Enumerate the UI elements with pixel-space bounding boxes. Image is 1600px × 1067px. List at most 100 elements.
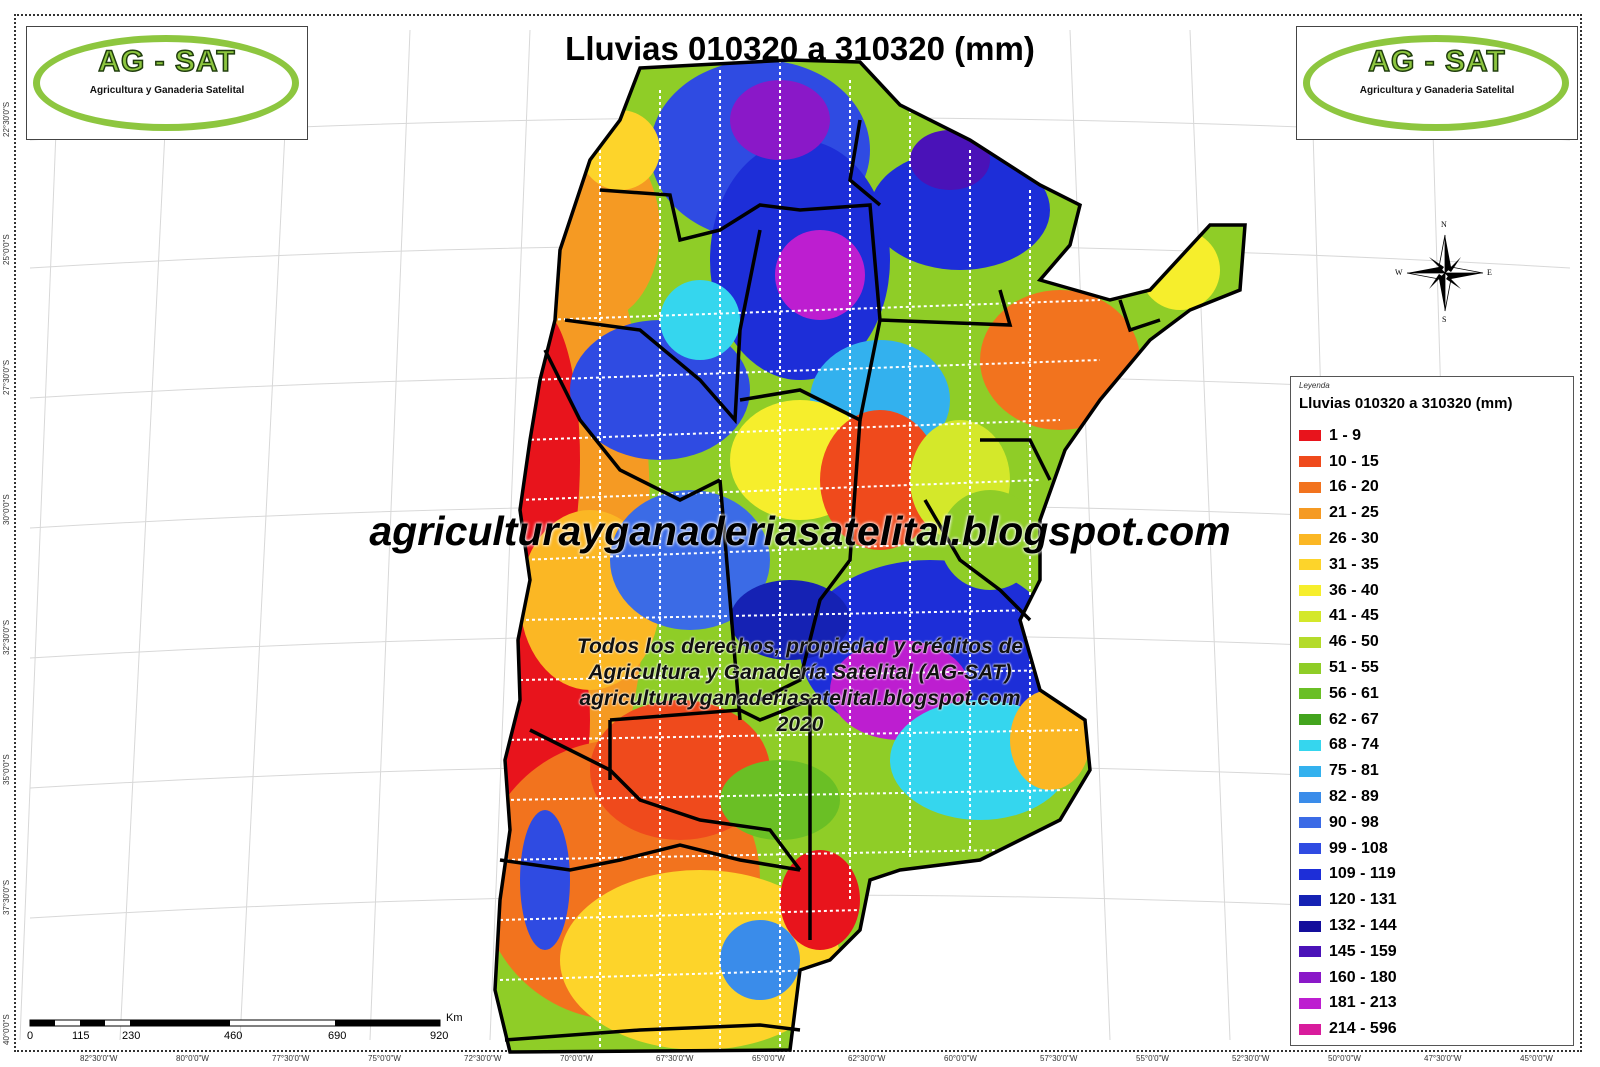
legend-swatch bbox=[1299, 843, 1321, 855]
legend-item: 82 - 89 bbox=[1299, 784, 1397, 810]
scale-bar bbox=[29, 1019, 441, 1027]
longitude-label: 75°0'0"W bbox=[368, 1054, 401, 1063]
longitude-label: 57°30'0"W bbox=[1040, 1054, 1078, 1063]
legend-item: 160 - 180 bbox=[1299, 965, 1397, 991]
province-boundaries bbox=[493, 58, 1247, 1054]
legend-header: Leyenda bbox=[1299, 381, 1330, 390]
longitude-label: 55°0'0"W bbox=[1136, 1054, 1169, 1063]
legend-item: 145 - 159 bbox=[1299, 939, 1397, 965]
legend-label: 46 - 50 bbox=[1329, 633, 1379, 651]
legend-item: 10 - 15 bbox=[1299, 449, 1397, 475]
scale-tick-label: 460 bbox=[224, 1030, 243, 1042]
longitude-label: 52°30'0"W bbox=[1232, 1054, 1270, 1063]
legend-swatch bbox=[1299, 1023, 1321, 1035]
legend-label: 120 - 131 bbox=[1329, 891, 1397, 909]
legend-label: 1 - 9 bbox=[1329, 426, 1362, 444]
legend-swatch bbox=[1299, 533, 1321, 545]
department-boundaries bbox=[499, 60, 1101, 1050]
legend-label: 90 - 98 bbox=[1329, 813, 1379, 831]
legend-label: 16 - 20 bbox=[1329, 478, 1379, 496]
logo-title: AG - SAT bbox=[98, 44, 236, 79]
legend-swatch bbox=[1299, 430, 1321, 442]
longitude-label: 80°0'0"W bbox=[176, 1054, 209, 1063]
latitude-label: 37°30'0"S bbox=[2, 879, 11, 915]
scale-tick-label: 230 bbox=[122, 1030, 141, 1042]
legend-item: 41 - 45 bbox=[1299, 604, 1397, 630]
legend-label: 132 - 144 bbox=[1329, 917, 1397, 935]
logo-subtitle: Agricultura y Ganaderia Satelital bbox=[1359, 85, 1515, 96]
legend-swatch bbox=[1299, 688, 1321, 700]
legend-swatch bbox=[1299, 868, 1321, 880]
legend-label: 68 - 74 bbox=[1329, 736, 1379, 754]
legend-item: 75 - 81 bbox=[1299, 758, 1397, 784]
watermark-url: agriculturayganaderiasatelital.blogspot.… bbox=[369, 508, 1231, 554]
longitude-label: 60°0'0"W bbox=[944, 1054, 977, 1063]
longitude-label: 82°30'0"W bbox=[80, 1054, 118, 1063]
legend-swatch bbox=[1299, 997, 1321, 1009]
legend-swatch bbox=[1299, 559, 1321, 571]
credits-line: Agricultura y Ganadería Satelital (AG-SA… bbox=[588, 661, 1012, 684]
legend-item: 181 - 213 bbox=[1299, 991, 1397, 1017]
scale-tick-label: 690 bbox=[328, 1030, 347, 1042]
latitude-label: 30°0'0"S bbox=[2, 494, 11, 525]
legend-label: 109 - 119 bbox=[1329, 865, 1396, 883]
logo-right: AG - SAT Agricultura y Ganaderia Satelit… bbox=[1296, 26, 1578, 140]
legend-label: 31 - 35 bbox=[1329, 555, 1379, 573]
legend-swatch bbox=[1299, 481, 1321, 493]
scale-tick-label: 115 bbox=[72, 1030, 90, 1042]
logo-ellipse bbox=[33, 35, 299, 131]
legend-item: 51 - 55 bbox=[1299, 655, 1397, 681]
legend-label: 160 - 180 bbox=[1329, 968, 1397, 986]
legend-swatch bbox=[1299, 972, 1321, 984]
logo-subtitle: Agricultura y Ganaderia Satelital bbox=[89, 85, 245, 96]
map-title: Lluvias 010320 a 310320 (mm) bbox=[565, 30, 1035, 67]
longitude-label: 45°0'0"W bbox=[1520, 1054, 1553, 1063]
compass-rose-icon bbox=[1406, 234, 1484, 312]
legend-swatch bbox=[1299, 714, 1321, 726]
legend-item: 36 - 40 bbox=[1299, 578, 1397, 604]
legend-item: 90 - 98 bbox=[1299, 810, 1397, 836]
legend-label: 51 - 55 bbox=[1329, 659, 1379, 677]
logo-title: AG - SAT bbox=[1368, 44, 1506, 79]
credits-line: agriculturayganaderiasatelital.blogspot.… bbox=[579, 687, 1021, 710]
legend-label: 82 - 89 bbox=[1329, 788, 1379, 806]
longitude-label: 67°30'0"W bbox=[656, 1054, 694, 1063]
compass-west-label: W bbox=[1395, 268, 1403, 277]
legend-label: 62 - 67 bbox=[1329, 710, 1379, 728]
latitude-label: 22°30'0"S bbox=[2, 101, 11, 137]
compass-east-label: E bbox=[1487, 268, 1492, 277]
longitude-label: 70°0'0"W bbox=[560, 1054, 593, 1063]
legend-item: 120 - 131 bbox=[1299, 887, 1397, 913]
legend-label: 145 - 159 bbox=[1329, 942, 1397, 960]
legend-swatch bbox=[1299, 920, 1321, 932]
legend-label: 26 - 30 bbox=[1329, 530, 1379, 548]
longitude-label: 65°0'0"W bbox=[752, 1054, 785, 1063]
legend-swatch bbox=[1299, 739, 1321, 751]
legend-swatch bbox=[1299, 765, 1321, 777]
longitude-label: 50°0'0"W bbox=[1328, 1054, 1361, 1063]
legend-item: 1 - 9 bbox=[1299, 423, 1397, 449]
legend-swatch bbox=[1299, 456, 1321, 468]
legend-swatch bbox=[1299, 662, 1321, 674]
legend-swatch bbox=[1299, 817, 1321, 829]
logo-left: AG - SAT Agricultura y Ganaderia Satelit… bbox=[26, 26, 308, 140]
legend-list: 1 - 9 10 - 15 16 - 20 21 - 25 26 - 30 31 - 35… bbox=[1299, 423, 1397, 1042]
credits-text: Todos los derechos, propiedad y créditos… bbox=[520, 634, 1080, 738]
compass-south-label: S bbox=[1442, 315, 1447, 324]
logo-ellipse bbox=[1303, 35, 1569, 131]
longitude-label: 62°30'0"W bbox=[848, 1054, 886, 1063]
legend-label: 181 - 213 bbox=[1329, 994, 1397, 1012]
legend-swatch bbox=[1299, 610, 1321, 622]
legend-label: 21 - 25 bbox=[1329, 504, 1379, 522]
legend-swatch bbox=[1299, 507, 1321, 519]
legend-swatch bbox=[1299, 585, 1321, 597]
latitude-label: 40°0'0"S bbox=[2, 1014, 11, 1045]
legend-title: Lluvias 010320 a 310320 (mm) bbox=[1299, 395, 1513, 412]
legend-item: 16 - 20 bbox=[1299, 475, 1397, 501]
latitude-label: 25°0'0"S bbox=[2, 234, 11, 265]
longitude-label: 72°30'0"W bbox=[464, 1054, 502, 1063]
legend-item: 68 - 74 bbox=[1299, 733, 1397, 759]
compass-north-label: N bbox=[1441, 220, 1447, 229]
credits-line: Todos los derechos, propiedad y créditos… bbox=[576, 635, 1024, 658]
